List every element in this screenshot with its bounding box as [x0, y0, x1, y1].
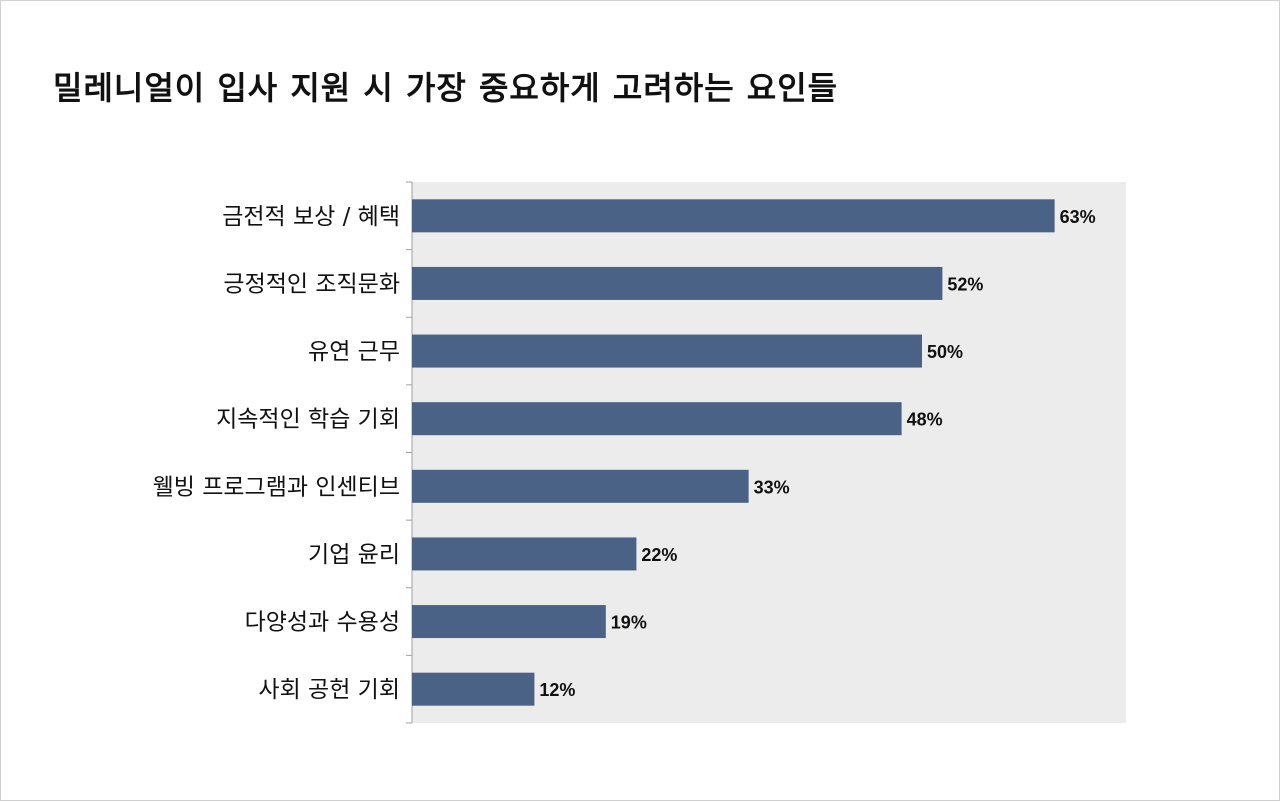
data-label: 19%: [611, 613, 647, 633]
bar: [412, 537, 637, 571]
bar: [412, 334, 922, 368]
bar: [412, 672, 535, 706]
bar: [412, 469, 749, 503]
bar: [412, 266, 943, 300]
category-label: 기업 윤리: [308, 542, 400, 568]
bar: [412, 199, 1055, 233]
category-label: 금전적 보상 / 혜택: [222, 204, 400, 230]
category-label: 다양성과 수용성: [245, 610, 400, 636]
data-label: 33%: [754, 477, 790, 497]
bar: [412, 402, 902, 436]
category-label: 긍정적인 조직문화: [223, 271, 400, 297]
chart-title: 밀레니얼이 입사 지원 시 가장 중요하게 고려하는 요인들: [53, 69, 839, 107]
category-label: 사회 공헌 기회: [258, 677, 400, 703]
data-label: 52%: [947, 274, 983, 294]
data-label: 48%: [907, 410, 943, 430]
category-label: 지속적인 학습 기회: [216, 407, 400, 433]
data-label: 22%: [641, 545, 677, 565]
bar: [412, 605, 606, 639]
category-label: 웰빙 프로그램과 인센티브: [153, 474, 400, 500]
data-label: 12%: [539, 680, 575, 700]
data-label: 63%: [1060, 207, 1096, 227]
plot-area: [412, 182, 1126, 723]
data-label: 50%: [927, 342, 963, 362]
category-label: 유연 근무: [308, 339, 400, 365]
